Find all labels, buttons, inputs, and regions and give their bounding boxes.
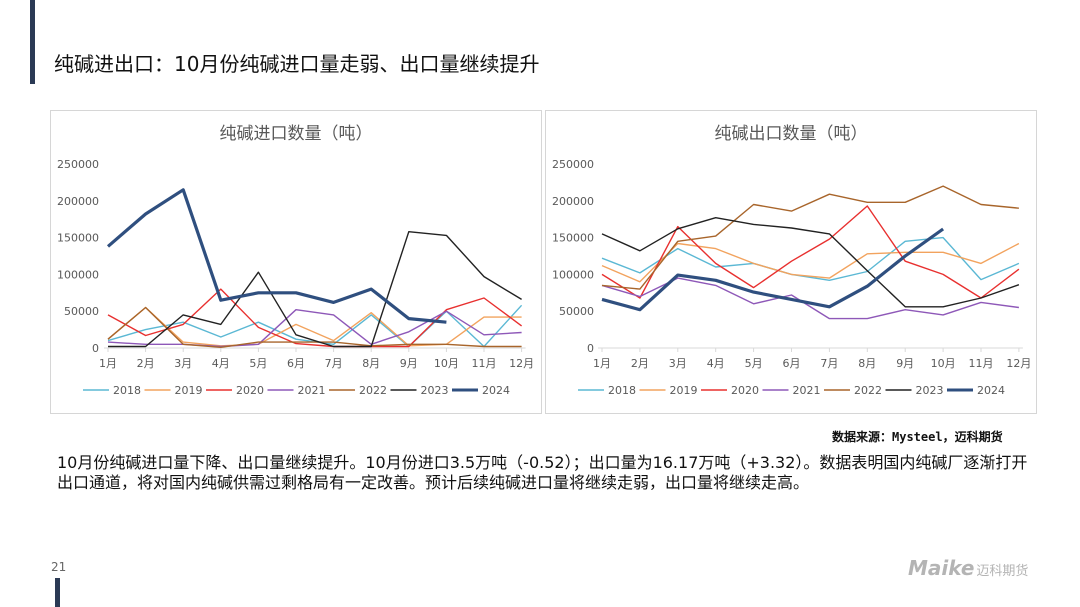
export-chart-x-tick-label: 3月	[669, 357, 687, 370]
export-chart-series-2024	[601, 227, 945, 312]
export-chart-legend-label-2023: 2023	[916, 384, 944, 397]
import-chart-x-tick-label: 11月	[472, 357, 497, 370]
import-chart-legend-label-2024: 2024	[482, 384, 510, 397]
logo-wordmark: Maike	[908, 556, 975, 580]
import-chart-y-tick-label: 250000	[57, 158, 99, 171]
logo-company-name: 迈科期货	[976, 564, 1029, 579]
export-chart-x-tick-label: 4月	[707, 357, 725, 370]
export-chart-y-tick-label: 50000	[559, 305, 594, 318]
import-chart-series-2024	[106, 188, 447, 324]
export-chart-legend-label-2018: 2018	[608, 384, 636, 397]
import-chart-title: 纯碱进口数量（吨）	[220, 124, 373, 144]
export-chart-x-tick-label: 6月	[783, 357, 801, 370]
export-chart-series-2023	[601, 216, 1020, 308]
import-chart-legend-label-2020: 2020	[236, 384, 264, 397]
import-chart-x-tick-label: 2月	[137, 357, 155, 370]
import-chart-x-tick-label: 8月	[362, 357, 380, 370]
import-chart-legend-label-2019: 2019	[175, 384, 203, 397]
maike-logo: Maike 迈科期货	[908, 556, 1028, 580]
export-chart-legend-label-2024: 2024	[977, 384, 1005, 397]
export-chart-x-tick-label: 9月	[896, 357, 914, 370]
import-chart-legend-label-2018: 2018	[113, 384, 141, 397]
export-chart-legend-label-2020: 2020	[731, 384, 759, 397]
export-chart-legend-label-2019: 2019	[670, 384, 698, 397]
export-chart-x-tick-label: 1月	[593, 357, 611, 370]
import-chart-y-tick-label: 200000	[57, 195, 99, 208]
import-chart-svg: 纯碱进口数量（吨） 0 50000 100000 150000 200000 250000 1…	[57, 124, 534, 397]
export-chart-svg: 纯碱出口数量（吨） 0 50000 100000 150000 200000 250000 1…	[552, 124, 1031, 397]
export-chart-series-2018	[601, 236, 1020, 282]
import-chart-legend-label-2021: 2021	[298, 384, 326, 397]
import-chart-series-2021	[107, 308, 522, 348]
data-source: 数据来源：Mysteel，迈科期货	[832, 430, 1003, 444]
export-chart-title: 纯碱出口数量（吨）	[715, 124, 868, 144]
export-chart: 纯碱出口数量（吨） 0 50000 100000 150000 200000 250000 1…	[545, 110, 1037, 414]
import-chart-x-tick-label: 1月	[99, 357, 117, 370]
import-chart-y-tick-label: 100000	[57, 268, 99, 281]
import-chart-legend-label-2023: 2023	[421, 384, 449, 397]
import-chart-x-tick-label: 3月	[174, 357, 192, 370]
export-chart-y-tick-label: 200000	[552, 195, 594, 208]
export-chart-x-tick-label: 2月	[631, 357, 649, 370]
summary-text: 10月份纯碱进口量下降、出口量继续提升。10月份进口3.5万吨（-0.52）；出…	[57, 453, 1028, 492]
page-title: 纯碱进出口：10月份纯碱进口量走弱、出口量继续提升	[54, 52, 540, 76]
export-chart-x-tick-label: 10月	[931, 357, 956, 370]
import-chart-series-2022	[107, 306, 522, 349]
import-chart: 纯碱进口数量（吨） 0 50000 100000 150000 200000 250000 1…	[50, 110, 542, 414]
import-chart-x-tick-label: 4月	[212, 357, 230, 370]
export-chart-legend-label-2022: 2022	[854, 384, 882, 397]
export-chart-series-2020	[601, 205, 1020, 299]
export-chart-y-tick-label: 250000	[552, 158, 594, 171]
export-chart-series-2019	[601, 242, 1020, 283]
export-chart-y-tick-label: 100000	[552, 268, 594, 281]
import-chart-x-tick-label: 7月	[325, 357, 343, 370]
export-chart-x-tick-label: 5月	[745, 357, 763, 370]
import-chart-x-tick-label: 5月	[249, 357, 267, 370]
export-chart-x-tick-label: 12月	[1006, 357, 1031, 370]
accent-bar-bottom	[55, 578, 60, 607]
import-chart-y-tick-label: 150000	[57, 232, 99, 245]
import-chart-legend-label-2022: 2022	[359, 384, 387, 397]
export-chart-y-tick-label: 150000	[552, 232, 594, 245]
export-chart-series-2021	[601, 277, 1019, 320]
export-chart-x-tick-label: 11月	[969, 357, 994, 370]
accent-bar-top	[30, 0, 35, 84]
import-chart-x-tick-label: 12月	[509, 357, 534, 370]
import-chart-y-tick-label: 50000	[64, 305, 99, 318]
export-chart-legend-label-2021: 2021	[793, 384, 821, 397]
import-chart-y-tick-label: 0	[92, 342, 99, 355]
import-chart-series-2023	[108, 230, 522, 348]
export-chart-x-tick-label: 8月	[858, 357, 876, 370]
export-chart-series-2022	[601, 185, 1019, 290]
import-chart-series-2020	[107, 288, 523, 348]
import-chart-x-tick-label: 10月	[434, 357, 459, 370]
export-chart-x-tick-label: 7月	[820, 357, 838, 370]
page-number: 21	[51, 560, 67, 574]
export-chart-y-tick-label: 0	[587, 342, 594, 355]
import-chart-x-tick-label: 9月	[400, 357, 418, 370]
import-chart-series-2019	[107, 306, 522, 347]
import-chart-x-tick-label: 6月	[287, 357, 305, 370]
